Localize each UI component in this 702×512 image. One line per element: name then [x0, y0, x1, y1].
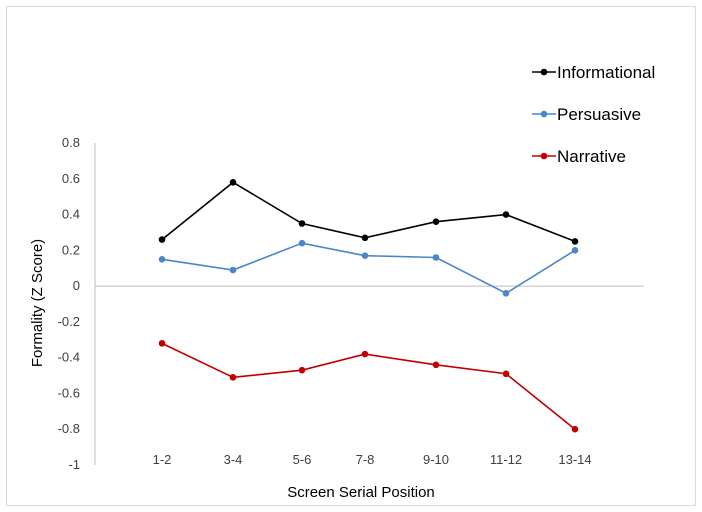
y-tick-label: -0.6 [58, 385, 80, 400]
series-line-narrative [161, 342, 576, 430]
y-tick-label: -0.4 [58, 350, 80, 365]
y-tick-label: 0.2 [62, 242, 80, 257]
series-line-informational [161, 181, 576, 243]
y-axis-title: Formality (Z Score) [29, 239, 46, 367]
y-tick-label: -0.8 [58, 421, 80, 436]
legend: Informational Persuasive Narrative [532, 63, 655, 166]
y-tick-label: -0.2 [58, 314, 80, 329]
data-point-informational [229, 179, 237, 186]
data-point-informational [361, 234, 369, 242]
x-tick-label: 7-8 [356, 452, 375, 467]
data-point-narrative [571, 425, 579, 433]
x-tick-label: 3-4 [224, 452, 243, 467]
data-point-narrative [361, 350, 369, 358]
data-point-persuasive [432, 254, 440, 261]
y-tick-label: 0.8 [62, 135, 80, 150]
x-axis-title: Screen Serial Position [287, 484, 435, 501]
data-point-narrative [158, 340, 166, 347]
legend-label-persuasive: Persuasive [557, 105, 641, 124]
data-point-persuasive [571, 247, 579, 254]
data-point-persuasive [158, 255, 166, 263]
data-point-persuasive [361, 252, 369, 259]
data-point-persuasive [298, 239, 306, 247]
data-point-informational [298, 220, 306, 227]
y-tick-label: -1 [68, 457, 80, 472]
legend-label-narrative: Narrative [557, 147, 626, 166]
y-tick-label: 0.6 [62, 171, 80, 186]
y-tick-label: 0 [73, 278, 80, 293]
data-point-persuasive [502, 289, 510, 297]
data-point-persuasive [229, 266, 237, 274]
legend-label-informational: Informational [557, 63, 655, 82]
data-point-informational [158, 236, 166, 243]
data-point-narrative [432, 361, 440, 369]
data-point-informational [502, 211, 510, 218]
data-point-narrative [229, 374, 237, 381]
y-tick-label: 0.4 [62, 207, 80, 222]
data-point-narrative [502, 370, 510, 378]
x-tick-label: 5-6 [293, 452, 312, 467]
series-layer [158, 179, 579, 433]
x-tick-label: 1-2 [153, 452, 172, 467]
data-point-informational [432, 218, 440, 226]
data-point-informational [571, 238, 579, 245]
x-tick-label: 13-14 [558, 452, 591, 467]
data-point-narrative [298, 366, 306, 374]
chart-frame [6, 6, 696, 506]
y-axis: 0.8 0.6 0.4 0.2 0 -0.2 -0.4 -0.6 -0.8 -1 [58, 135, 96, 472]
x-tick-label: 11-12 [490, 452, 522, 467]
legend-marker-persuasive [540, 110, 548, 118]
x-tick-label: 9-10 [423, 452, 449, 467]
x-axis: 1-2 3-4 5-6 7-8 9-10 11-12 13-14 [95, 285, 644, 467]
legend-marker-informational [540, 68, 548, 76]
legend-marker-narrative [540, 152, 548, 160]
